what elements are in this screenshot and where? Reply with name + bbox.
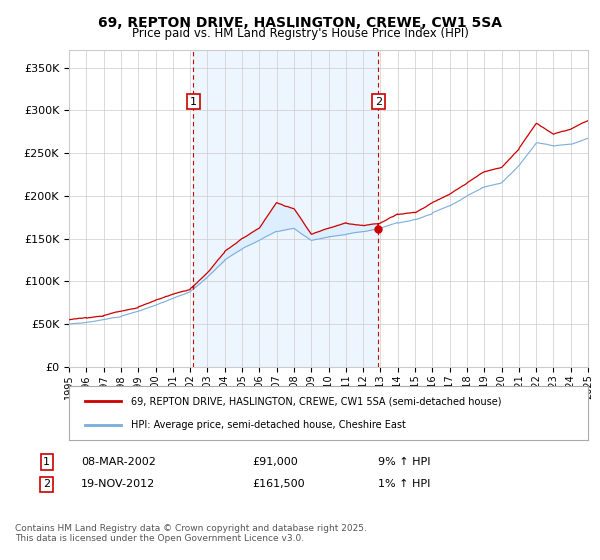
Text: 08-MAR-2002: 08-MAR-2002 — [81, 457, 156, 467]
Text: 1: 1 — [190, 97, 197, 107]
Text: Contains HM Land Registry data © Crown copyright and database right 2025.
This d: Contains HM Land Registry data © Crown c… — [15, 524, 367, 543]
Text: 19-NOV-2012: 19-NOV-2012 — [81, 479, 155, 489]
Text: 9% ↑ HPI: 9% ↑ HPI — [378, 457, 431, 467]
Text: HPI: Average price, semi-detached house, Cheshire East: HPI: Average price, semi-detached house,… — [131, 419, 406, 430]
Text: 69, REPTON DRIVE, HASLINGTON, CREWE, CW1 5SA (semi-detached house): 69, REPTON DRIVE, HASLINGTON, CREWE, CW1… — [131, 396, 502, 407]
Text: 1% ↑ HPI: 1% ↑ HPI — [378, 479, 430, 489]
Text: 1: 1 — [43, 457, 50, 467]
Text: £91,000: £91,000 — [252, 457, 298, 467]
Text: Price paid vs. HM Land Registry's House Price Index (HPI): Price paid vs. HM Land Registry's House … — [131, 27, 469, 40]
Text: 2: 2 — [43, 479, 50, 489]
Text: 2: 2 — [375, 97, 382, 107]
Text: £161,500: £161,500 — [252, 479, 305, 489]
Text: 69, REPTON DRIVE, HASLINGTON, CREWE, CW1 5SA: 69, REPTON DRIVE, HASLINGTON, CREWE, CW1… — [98, 16, 502, 30]
Bar — [193, 50, 379, 367]
